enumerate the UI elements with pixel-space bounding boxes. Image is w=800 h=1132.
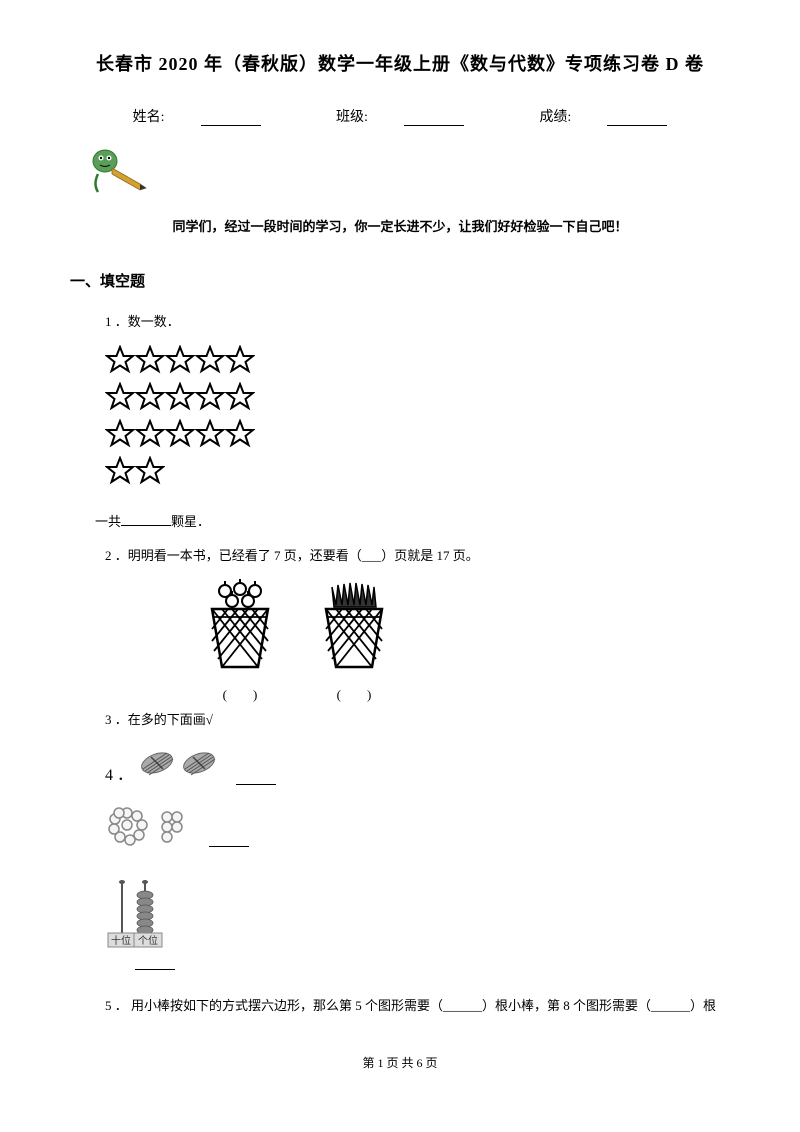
pencil-icon (90, 146, 730, 201)
star-row (105, 456, 730, 491)
question-3: 3 ．在多的下面画√ (105, 709, 730, 728)
basket-2-label: ( ) (314, 684, 394, 703)
star-row (105, 419, 730, 454)
basket-1-label: ( ) (200, 684, 280, 703)
class-field: 班级: (318, 110, 482, 125)
stars-grid (105, 345, 730, 491)
svg-text:十位: 十位 (111, 934, 131, 947)
svg-text:个位: 个位 (138, 934, 158, 947)
question-2: 2 ．明明看一本书，已经看了 7 页，还要看（___）页就是 17 页。 (105, 545, 730, 564)
abacus-row: 十位 个位 (105, 877, 730, 975)
page-footer: 第 1 页 共 6 页 (70, 1054, 730, 1071)
question-5: 5 ． 用小棒按如下的方式摆六边形，那么第 5 个图形需要（______）根小棒… (105, 995, 730, 1014)
abacus-icon: 十位 个位 (105, 877, 165, 952)
document-title: 长春市 2020 年（春秋版）数学一年级上册《数与代数》专项练习卷 D 卷 (70, 50, 730, 76)
score-field: 成绩: (521, 110, 685, 125)
beads-row (105, 805, 730, 847)
baskets: ( ) (200, 579, 730, 704)
info-line: 姓名: 班级: 成绩: (70, 106, 730, 126)
beads-icon (105, 805, 205, 847)
intro-text: 同学们，经过一段时间的学习，你一定长进不少，让我们好好检验一下自己吧！ (70, 216, 730, 235)
basket-2: ( ) (314, 579, 394, 703)
name-field: 姓名: (115, 110, 279, 125)
basket-1: ( ) (200, 579, 280, 703)
star-row (105, 345, 730, 380)
section-header: 一、填空题 (70, 270, 730, 291)
question-1-answer: 一共颗星． (95, 511, 730, 530)
star-row (105, 382, 730, 417)
question-4: 4 ． (105, 743, 730, 785)
sticks-icon (137, 743, 232, 785)
question-1: 1 ．数一数． (105, 311, 730, 330)
